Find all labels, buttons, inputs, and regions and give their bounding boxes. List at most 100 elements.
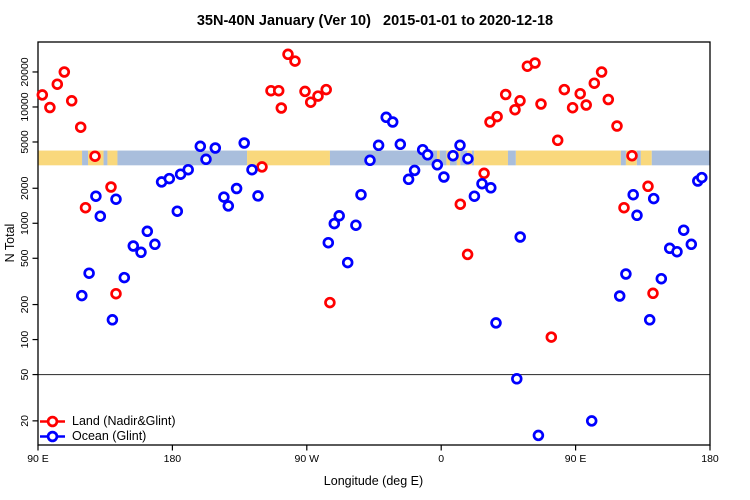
data-point bbox=[421, 149, 434, 161]
data-point bbox=[514, 95, 526, 107]
strip-segment-ocean bbox=[507, 150, 516, 166]
x-tick-label: 90 E bbox=[27, 453, 49, 465]
data-point bbox=[447, 149, 459, 162]
data-point bbox=[194, 140, 207, 153]
data-point bbox=[110, 193, 122, 205]
x-tick-label: 180 bbox=[164, 453, 182, 465]
data-point bbox=[511, 373, 523, 385]
data-point bbox=[252, 190, 264, 202]
y-axis-label: N Total bbox=[3, 223, 17, 263]
data-point bbox=[289, 55, 301, 67]
data-point bbox=[312, 90, 324, 102]
data-point bbox=[83, 267, 95, 279]
legend-marker bbox=[46, 430, 59, 443]
data-point bbox=[532, 429, 545, 442]
legend-marker bbox=[46, 415, 59, 428]
data-point bbox=[431, 159, 444, 171]
data-point bbox=[110, 287, 122, 300]
data-point bbox=[324, 296, 336, 309]
data-point bbox=[79, 201, 92, 214]
data-point bbox=[394, 138, 407, 151]
y-tick-label: 500 bbox=[19, 249, 31, 267]
strip-segment-ocean bbox=[329, 150, 438, 166]
data-point bbox=[574, 87, 586, 100]
data-point bbox=[127, 240, 140, 252]
strip-segment-ocean bbox=[82, 150, 89, 166]
x-axis: 90 E 180 90 W 0 90 E 180 bbox=[27, 445, 719, 465]
data-point bbox=[618, 201, 630, 214]
data-point bbox=[408, 164, 421, 177]
data-point bbox=[476, 177, 488, 190]
data-point bbox=[182, 163, 194, 176]
data-point bbox=[631, 209, 643, 222]
strip-segment-ocean bbox=[439, 150, 447, 166]
plot-border bbox=[37, 41, 711, 446]
data-point bbox=[655, 272, 668, 285]
data-point bbox=[105, 181, 117, 193]
data-point bbox=[238, 137, 250, 149]
series-land bbox=[36, 48, 659, 343]
data-point bbox=[320, 83, 332, 96]
strip-segment-ocean bbox=[651, 150, 710, 166]
strip-segment-land bbox=[456, 150, 461, 166]
data-point bbox=[588, 77, 601, 89]
data-point bbox=[218, 191, 230, 203]
data-point bbox=[246, 163, 258, 176]
data-point bbox=[647, 192, 660, 205]
data-point bbox=[200, 153, 212, 166]
legend-label-ocean: Ocean (Glint) bbox=[72, 429, 147, 443]
x-tick-label: 180 bbox=[701, 453, 719, 465]
data-point bbox=[438, 171, 450, 183]
data-point bbox=[135, 246, 147, 259]
data-point bbox=[51, 78, 64, 90]
strip-segment-land bbox=[515, 150, 621, 166]
data-point bbox=[322, 236, 335, 249]
data-point bbox=[222, 200, 235, 212]
data-point bbox=[499, 88, 512, 101]
data-point bbox=[613, 290, 626, 302]
y-tick-label: 100 bbox=[19, 331, 31, 349]
data-point bbox=[643, 314, 656, 326]
y-tick-label: 50 bbox=[19, 369, 31, 381]
data-point bbox=[364, 154, 376, 167]
data-point bbox=[355, 188, 367, 201]
data-point bbox=[611, 120, 623, 132]
data-point bbox=[372, 139, 385, 152]
data-point bbox=[642, 180, 654, 193]
data-point bbox=[58, 66, 71, 78]
data-point bbox=[333, 210, 345, 222]
data-point bbox=[304, 96, 317, 108]
data-point bbox=[595, 66, 608, 78]
data-point bbox=[74, 121, 87, 133]
strip-segment-land bbox=[107, 150, 118, 166]
data-point bbox=[566, 101, 579, 114]
data-point bbox=[545, 331, 558, 343]
strip-segment-land bbox=[437, 150, 440, 166]
data-point bbox=[626, 149, 638, 162]
data-point bbox=[580, 99, 592, 111]
y-tick-label: 2000 bbox=[19, 176, 31, 200]
data-point bbox=[485, 182, 497, 194]
data-point bbox=[350, 219, 362, 231]
data-point bbox=[671, 245, 683, 258]
strip-segment-land bbox=[474, 150, 508, 166]
data-point bbox=[558, 83, 571, 96]
chart-title: 35N-40N January (Ver 10) 2015-01-01 to 2… bbox=[196, 13, 554, 29]
legend-markers bbox=[40, 415, 65, 443]
y-axis-label-wrap: N Total bbox=[1, 208, 17, 278]
data-point bbox=[490, 317, 502, 329]
y-tick-label: 200 bbox=[19, 296, 31, 314]
data-point bbox=[275, 102, 288, 114]
y-tick-label: 20 bbox=[19, 415, 31, 427]
data-point bbox=[585, 415, 598, 427]
data-point bbox=[163, 172, 176, 185]
data-point bbox=[282, 48, 294, 61]
data-point bbox=[65, 95, 78, 107]
data-point bbox=[94, 210, 107, 222]
data-point bbox=[328, 217, 341, 230]
data-point bbox=[509, 103, 521, 116]
strip-segment-land bbox=[640, 150, 652, 166]
strip-segment-ocean bbox=[636, 150, 641, 166]
